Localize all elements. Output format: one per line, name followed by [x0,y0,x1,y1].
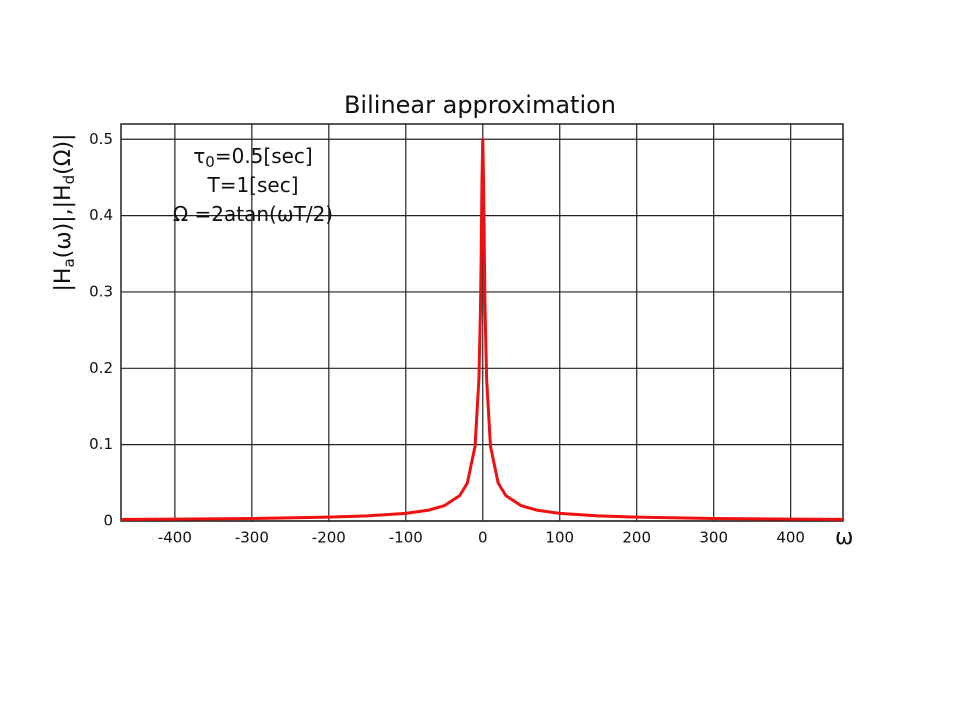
y-tick-label: 0 [103,512,113,530]
x-tick-label: 0 [478,529,488,547]
x-tick-label: -100 [389,529,423,547]
x-tick-label: 400 [776,529,805,547]
data-line [120,137,844,521]
annotation-part: τ [193,144,205,168]
annotation-part: Ω =2atan(ωT/2) [173,202,333,226]
y-axis-label-part: (Ω)| [51,133,76,174]
annotation: τ0=0.5[sec] [193,144,312,171]
y-axis-label: |Ha(ω)|,|Hd(Ω)| [51,133,78,291]
y-axis-label-part: |H [51,268,76,292]
y-axis-label-part: d [60,175,78,185]
chart-title: Bilinear approximation [344,91,616,119]
y-tick-label: 0.4 [89,206,113,224]
y-tick-label: 0.5 [89,130,113,148]
x-tick-label: -200 [312,529,346,547]
x-tick-label: 200 [622,529,651,547]
annotation: Ω =2atan(ωT/2) [173,202,333,226]
x-axis-label: ω [835,525,853,550]
y-axis-label-part: a [60,258,78,267]
x-tick-label: 300 [699,529,728,547]
y-tick-label: 0.2 [89,359,113,377]
x-tick-label: -400 [158,529,192,547]
x-tick-label: 100 [545,529,574,547]
annotation-part: =0.5[sec] [215,144,313,168]
annotation: T=1[sec] [206,173,298,197]
y-tick-label: 0.3 [89,282,113,300]
y-axis-label-part: (ω)|,|H [51,184,76,258]
annotation-part: 0 [205,153,215,171]
x-tick-label: -300 [235,529,269,547]
y-tick-label: 0.1 [89,435,113,453]
annotation-part: T=1[sec] [206,173,298,197]
